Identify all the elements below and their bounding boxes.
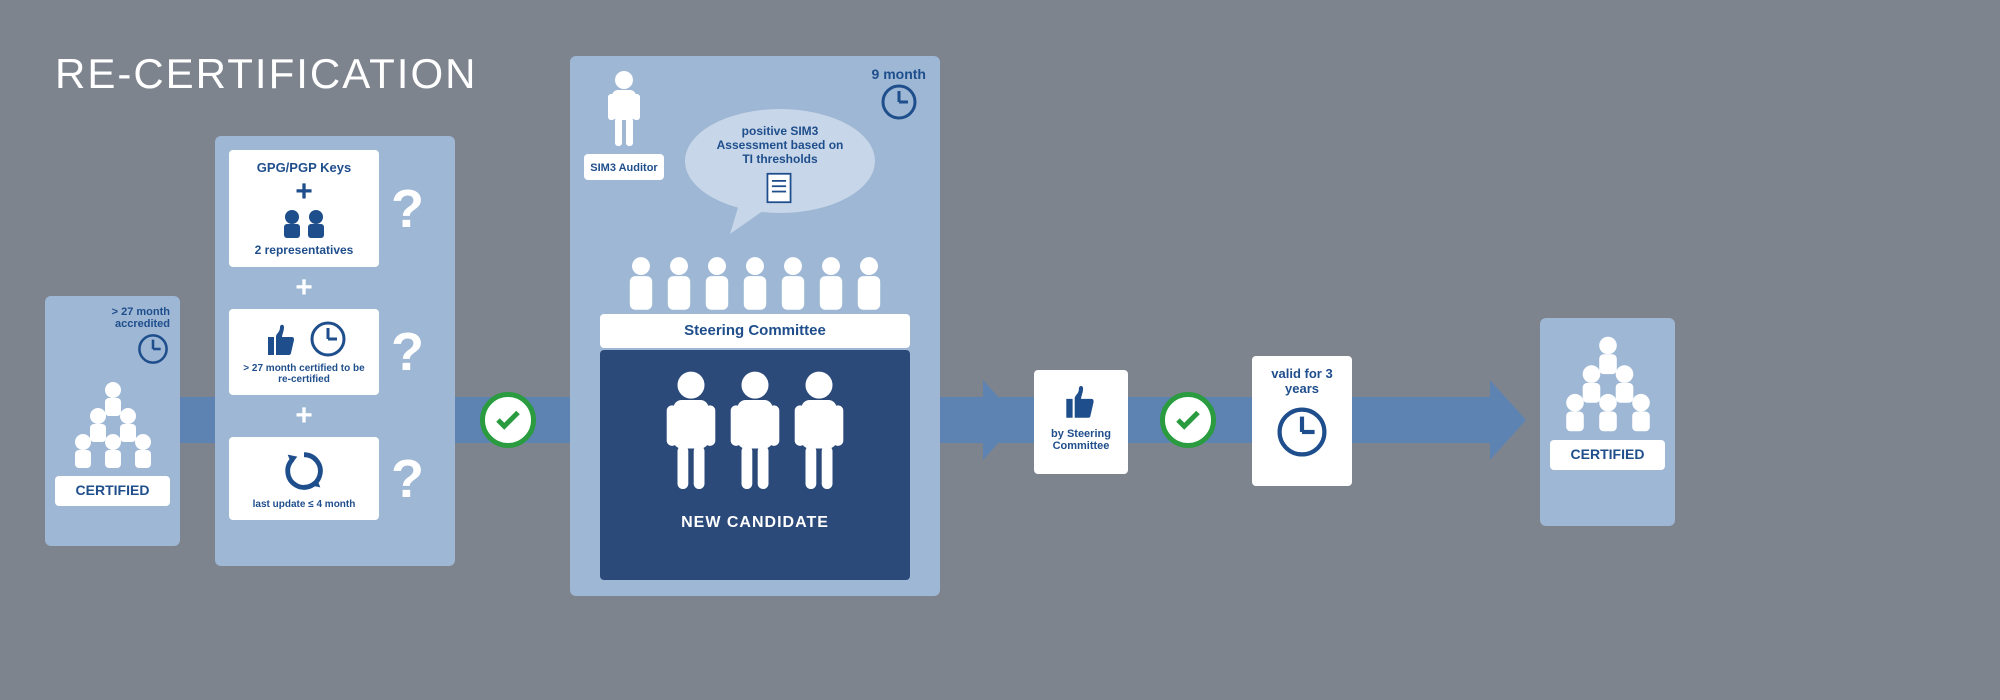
- approval-card: by Steering Committee: [1034, 370, 1128, 474]
- update-text: last update ≤ 4 month: [239, 499, 369, 510]
- clock-icon: [879, 82, 919, 122]
- people-triangle-icon: [1553, 334, 1663, 434]
- auditor-label: SIM3 Auditor: [590, 162, 657, 174]
- center-panel: SIM3 Auditor 9 month positive SIM3 Asses…: [570, 56, 940, 596]
- steering-committee-block: Steering Committee: [600, 256, 910, 348]
- candidate-people-icon: [600, 366, 910, 496]
- approval-text: by Steering Committee: [1044, 428, 1118, 452]
- end-certified-label: CERTIFIED: [1550, 440, 1665, 470]
- reps-text: 2 representatives: [239, 243, 369, 257]
- committee-people-icon: [600, 256, 910, 312]
- speech-bubble: positive SIM3 Assessment based on TI thr…: [680, 106, 880, 236]
- plus-icon: +: [239, 175, 369, 209]
- req-box-update: last update ≤ 4 month: [229, 437, 379, 520]
- clock-icon: [308, 319, 348, 359]
- document-icon: [765, 172, 793, 204]
- clock-icon: [136, 332, 170, 366]
- certified-time-text: > 27 month certified to be re-certified: [239, 363, 369, 385]
- question-mark-icon: ?: [391, 178, 424, 240]
- committee-label: Steering Committee: [684, 322, 826, 339]
- question-mark-icon: ?: [391, 321, 424, 383]
- validity-card: valid for 3 years: [1252, 356, 1352, 486]
- thumbs-up-icon: [1060, 380, 1102, 422]
- candidate-box: NEW CANDIDATE: [600, 350, 910, 580]
- check-icon: [1160, 392, 1216, 448]
- candidate-label: NEW CANDIDATE: [600, 514, 910, 532]
- req-box-keys: GPG/PGP Keys + 2 representatives: [229, 150, 379, 267]
- clock-icon: [1274, 404, 1330, 460]
- page-title: RE-CERTIFICATION: [55, 50, 477, 98]
- keys-title: GPG/PGP Keys: [239, 160, 369, 175]
- plus-icon: +: [229, 399, 379, 433]
- start-certified-label: CERTIFIED: [55, 476, 170, 506]
- flow-arrow-head: [1490, 380, 1526, 460]
- requirements-panel: GPG/PGP Keys + 2 representatives ? + > 2…: [215, 136, 455, 566]
- end-panel: CERTIFIED: [1540, 318, 1675, 526]
- refresh-icon: [280, 447, 328, 495]
- duration-text: 9 month: [872, 66, 926, 82]
- check-icon: [480, 392, 536, 448]
- two-people-icon: [274, 209, 334, 239]
- person-icon: [604, 70, 644, 150]
- req-box-time: > 27 month certified to be re-certified: [229, 309, 379, 395]
- thumbs-up-icon: [260, 319, 300, 359]
- start-panel: > 27 month accredited CERTIFIED: [45, 296, 180, 546]
- accredited-text: > 27 month accredited: [100, 306, 170, 330]
- validity-text: valid for 3 years: [1262, 366, 1342, 396]
- question-mark-icon: ?: [391, 448, 424, 510]
- bubble-text: positive SIM3 Assessment based on TI thr…: [710, 124, 850, 166]
- auditor-block: SIM3 Auditor: [584, 70, 664, 180]
- people-triangle-icon: [63, 380, 163, 470]
- plus-icon: +: [229, 271, 379, 305]
- arrow-head-2: [983, 380, 1019, 460]
